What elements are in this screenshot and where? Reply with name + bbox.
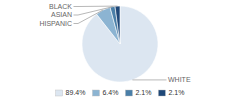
legend-item: 89.4%: [56, 89, 86, 96]
slice-label: WHITE: [168, 76, 191, 83]
pie-slice: [110, 6, 120, 44]
legend-swatch: [125, 90, 132, 96]
legend-swatch: [158, 90, 165, 96]
legend-label: 2.1%: [135, 89, 151, 96]
legend-item: 6.4%: [92, 89, 118, 96]
slice-label: BLACK: [49, 3, 72, 10]
legend-label: 2.1%: [168, 89, 184, 96]
leader-line: [74, 6, 118, 7]
leader-line: [132, 79, 166, 80]
slice-labels: WHITE HISPANIC ASIANBLACK: [39, 3, 190, 83]
chart: WHITE HISPANIC ASIANBLACK 89.4% 6.4% 2.1% 2.1%: [0, 0, 240, 100]
legend: 89.4% 6.4% 2.1% 2.1%: [56, 89, 185, 96]
legend-swatch: [92, 90, 99, 96]
pie-slice: [115, 6, 120, 44]
slice-label: ASIAN: [51, 11, 72, 18]
legend-label: 6.4%: [102, 89, 118, 96]
legend-item: 2.1%: [158, 89, 184, 96]
legend-swatch: [56, 90, 63, 96]
pie: [82, 6, 158, 82]
legend-item: 2.1%: [125, 89, 151, 96]
pie-slice: [82, 6, 158, 82]
legend-label: 89.4%: [66, 89, 86, 96]
leader-line: [74, 7, 113, 15]
leader-line: [74, 10, 103, 23]
slice-label: HISPANIC: [39, 20, 72, 27]
